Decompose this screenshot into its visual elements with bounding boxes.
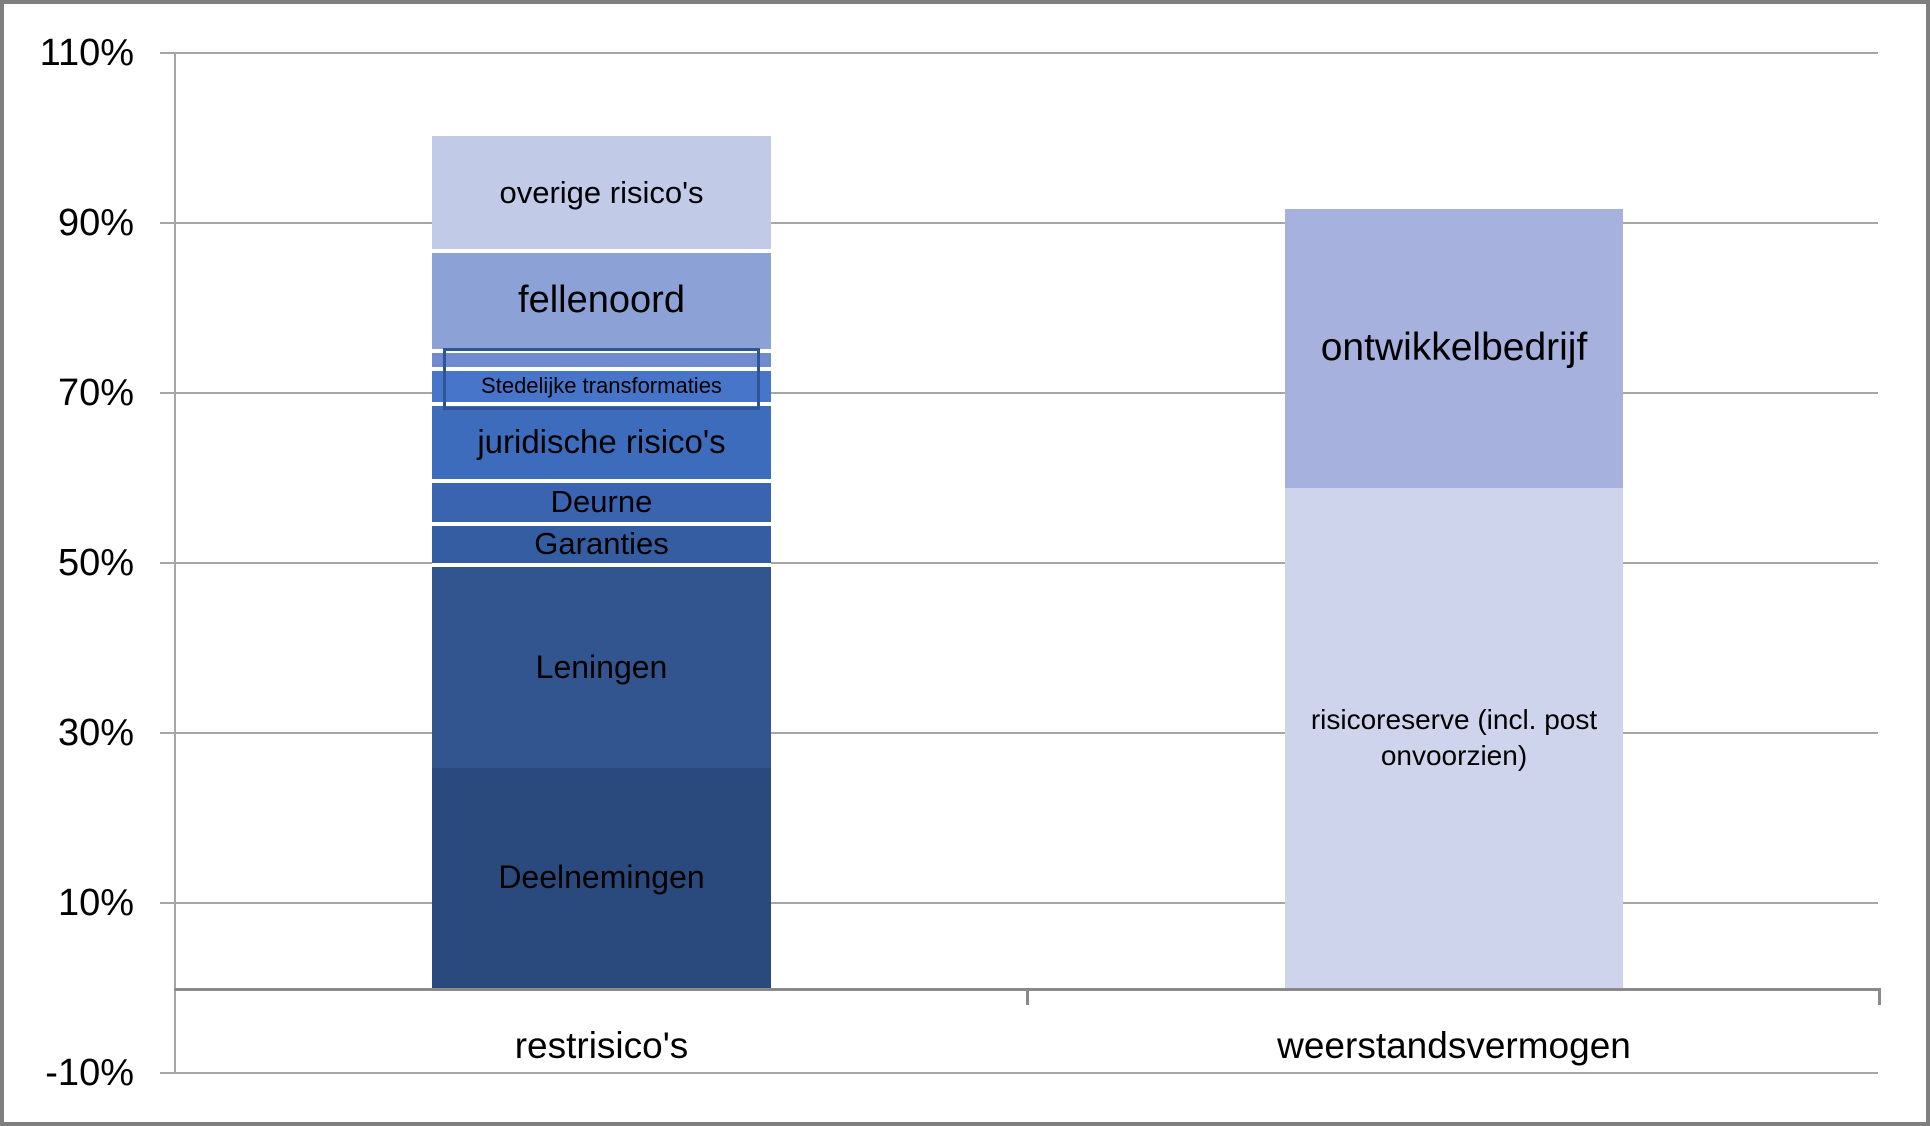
x-axis-category-label: restrisico's (514, 1025, 689, 1066)
segment-overige-risico-s: overige risico's (432, 132, 771, 250)
segment-stedelijke-transformaties: Stedelijke transformaties (432, 366, 771, 403)
y-axis-tick-label: 70% (57, 372, 134, 414)
y-axis-tick-label: 110% (39, 32, 134, 74)
gridline-30 (160, 732, 1878, 734)
bar-restrisico-s: Deelnemingen Leningen Garanties Deurne jurid… (432, 0, 771, 988)
bar-weerstandsvermogen: risicoreserve (incl. post onvoorzien) ont… (1285, 0, 1623, 988)
y-axis-line (174, 53, 176, 1073)
segment-label: Deurne (550, 484, 653, 520)
y-axis-tick-label: 50% (57, 542, 134, 584)
segment-risicoreserve-incl-post-onvoorzien: risicoreserve (incl. post onvoorzien) (1285, 488, 1623, 988)
x-axis-category-label: weerstandsvermogen (1277, 1025, 1631, 1066)
segment-label: Leningen (535, 648, 668, 685)
segment-ontwikkelbedrijf: ontwikkelbedrijf (1285, 205, 1623, 489)
segment-label: juridische risico's (477, 423, 726, 461)
gridline-70 (160, 392, 1878, 394)
highlight-box (443, 348, 760, 410)
segment-label: fellenoord (518, 279, 685, 322)
y-axis-tick-label: 90% (57, 202, 134, 244)
gridline-50 (160, 562, 1878, 564)
y-axis-tick-label: 10% (57, 882, 134, 924)
segment-garanties: Garanties (432, 522, 771, 563)
segment-label: Deelnemingen (498, 859, 705, 896)
segment-label: risicoreserve (incl. post onvoorzien) (1310, 703, 1598, 772)
segment-label: overige risico's (499, 174, 704, 210)
x-axis-tick (1026, 988, 1029, 1005)
gridline-110 (160, 52, 1878, 54)
segment-label: ontwikkelbedrijf (1320, 326, 1588, 370)
x-axis-tick (1878, 988, 1881, 1005)
segment-deelnemingen: Deelnemingen (432, 767, 771, 988)
y-axis-tick-label: 30% (57, 712, 134, 754)
segment-deurne: Deurne (432, 478, 771, 523)
segment-leningen: Leningen (432, 563, 771, 768)
segment-juridische-risico-s: juridische risico's (432, 402, 771, 479)
segment-label: Stedelijke transformaties (481, 373, 722, 399)
gridline-90 (160, 222, 1878, 224)
segment-fellenoord: fellenoord (432, 249, 771, 349)
gridline--10 (160, 1072, 1878, 1074)
gridline-10 (160, 902, 1878, 904)
y-axis-tick-label: -10% (45, 1052, 134, 1094)
segment-label: Garanties (534, 526, 669, 562)
